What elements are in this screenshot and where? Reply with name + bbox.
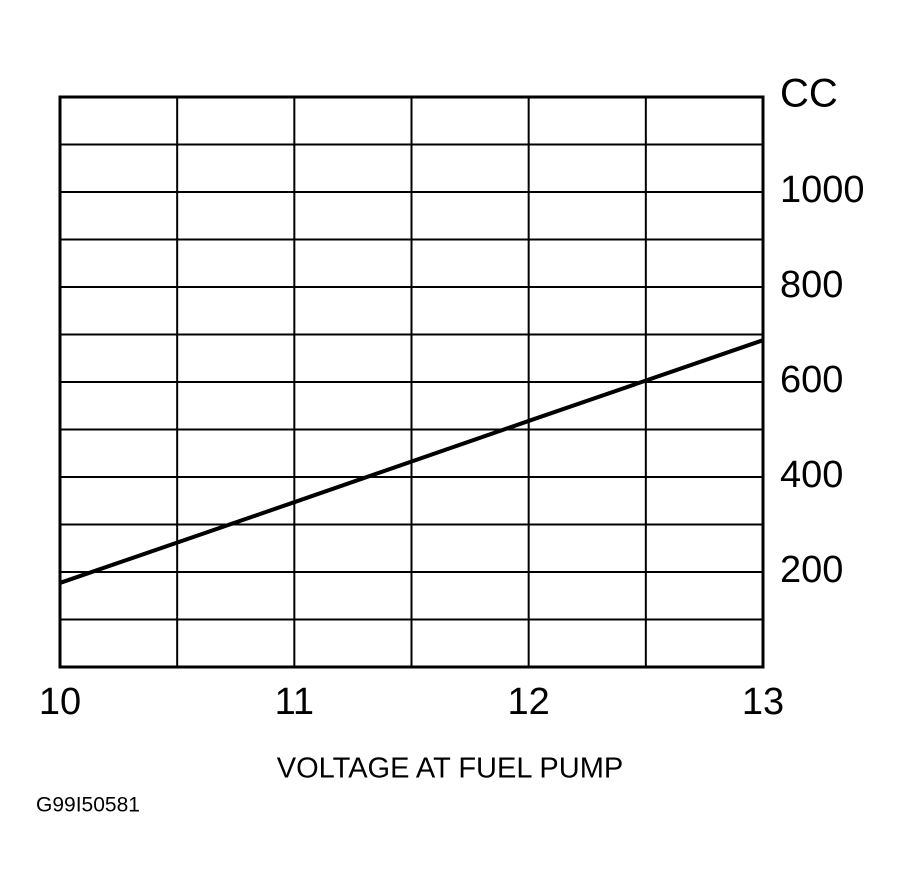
x-tick-label: 13 — [742, 681, 784, 723]
y-tick-label: 200 — [780, 549, 843, 591]
y-axis-label: CC — [780, 72, 838, 116]
x-tick-label: 10 — [39, 681, 81, 723]
x-tick-label: 12 — [508, 681, 550, 723]
y-tick-label: 1000 — [780, 169, 865, 211]
y-tick-label: 600 — [780, 359, 843, 401]
x-tick-label: 11 — [275, 681, 314, 723]
y-tick-label: 800 — [780, 264, 843, 306]
y-tick-label: 400 — [780, 454, 843, 496]
data-line — [59, 338, 764, 585]
figure-id: G99I50581 — [36, 794, 140, 817]
x-axis-label: VOLTAGE AT FUEL PUMP — [277, 753, 623, 785]
plot-frame — [58, 95, 765, 669]
